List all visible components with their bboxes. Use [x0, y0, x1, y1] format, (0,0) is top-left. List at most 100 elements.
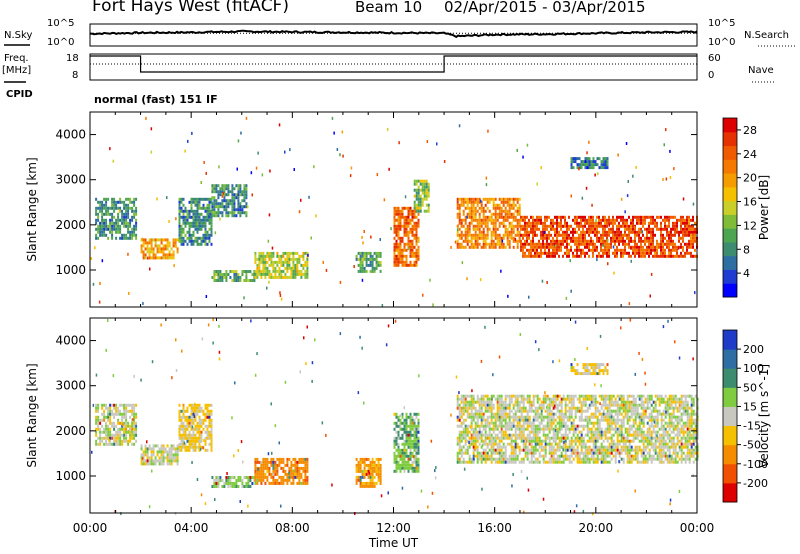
velocity-cell	[233, 482, 236, 485]
velocity-cell	[206, 403, 209, 407]
velocity-cell	[192, 406, 195, 410]
power-cell	[190, 233, 193, 237]
velocity-cell	[405, 415, 408, 419]
nsky-line	[89, 29, 698, 39]
velocity-cell	[552, 433, 555, 437]
power-cell	[564, 245, 566, 249]
velocity-cell	[558, 412, 561, 416]
velocity-cell	[538, 406, 541, 410]
power-cell	[190, 209, 193, 213]
velocity-cell	[494, 436, 497, 440]
power-cell	[660, 215, 662, 219]
power-cell	[636, 242, 638, 246]
power-cell	[270, 260, 273, 264]
power-scatter-cell	[466, 277, 468, 281]
power-cell	[298, 269, 301, 273]
velocity-cell	[184, 433, 187, 437]
power-cell	[237, 208, 240, 212]
velocity-cell	[192, 421, 195, 425]
power-cell	[546, 233, 548, 237]
velocity-cell	[357, 469, 360, 473]
power-cell	[516, 233, 519, 237]
velocity-cell	[464, 448, 467, 452]
power-cell	[674, 248, 676, 252]
velocity-cell	[371, 472, 374, 476]
velocity-cell	[550, 424, 553, 428]
power-cell	[142, 241, 145, 245]
power-scatter-cell	[650, 272, 653, 276]
power-cell	[576, 248, 578, 252]
power-cell	[135, 212, 138, 216]
power-scatter-cell	[205, 171, 207, 175]
velocity-cell	[502, 451, 505, 455]
velocity-cell	[127, 439, 130, 443]
power-cell	[109, 230, 112, 234]
velocity-cell	[476, 397, 479, 401]
velocity-cell	[494, 397, 497, 401]
velocity-cell	[572, 421, 575, 425]
power-cell	[280, 272, 283, 276]
power-cell	[642, 248, 644, 252]
power-cell	[109, 224, 112, 228]
velocity-cell	[574, 448, 577, 452]
power-cell	[286, 254, 289, 258]
power-cell	[474, 197, 477, 201]
velocity-cell	[208, 424, 211, 428]
power-cell	[239, 187, 242, 191]
power-cell	[580, 160, 583, 164]
velocity-cell	[516, 418, 519, 422]
power-cell	[99, 200, 102, 204]
velocity-cell	[397, 442, 400, 446]
power-cell	[105, 209, 108, 213]
velocity-cell	[371, 466, 374, 470]
power-cell	[254, 275, 257, 279]
power-cell	[419, 197, 422, 201]
power-cell	[296, 269, 299, 273]
power-cell	[413, 209, 416, 213]
power-cell	[361, 266, 364, 270]
power-cell	[221, 187, 224, 191]
velocity-cell	[113, 439, 116, 443]
power-cell	[688, 224, 690, 228]
power-cell	[425, 191, 428, 195]
power-cell	[403, 260, 406, 264]
power-cell	[464, 200, 467, 204]
power-cell	[662, 218, 664, 222]
velocity-cell	[395, 448, 398, 452]
power-cell	[550, 227, 552, 231]
velocity-cell	[176, 459, 179, 463]
power-cell	[99, 209, 102, 213]
power-cell	[524, 221, 526, 225]
power-cell	[217, 205, 220, 209]
power-cell	[498, 209, 501, 213]
velocity-cell	[172, 447, 175, 451]
power-cell	[468, 200, 471, 204]
velocity-cell	[526, 418, 529, 422]
power-cell	[131, 215, 134, 219]
power-scatter-cell	[208, 215, 210, 219]
power-cell	[600, 236, 602, 240]
power-cell	[109, 221, 112, 225]
power-cell	[530, 230, 532, 234]
power-cell	[548, 215, 550, 219]
velocity-cell	[405, 463, 408, 467]
velocity-cell	[542, 394, 545, 398]
velocity-cell	[294, 475, 297, 479]
power-cell	[227, 273, 230, 276]
velocity-cell	[237, 476, 240, 479]
velocity-cell	[494, 457, 497, 461]
power-cell	[397, 248, 400, 252]
power-cell	[566, 245, 568, 249]
velocity-cell	[540, 448, 543, 452]
power-cell	[678, 236, 680, 240]
velocity-cell	[564, 406, 567, 410]
power-cell	[474, 245, 477, 249]
power-cell	[472, 200, 475, 204]
power-cell	[395, 263, 398, 267]
velocity-cell	[243, 485, 246, 488]
power-cell	[536, 224, 538, 228]
power-cell	[500, 209, 503, 213]
power-cell	[260, 260, 263, 264]
velocity-cell	[371, 457, 374, 461]
power-cell	[574, 160, 577, 164]
